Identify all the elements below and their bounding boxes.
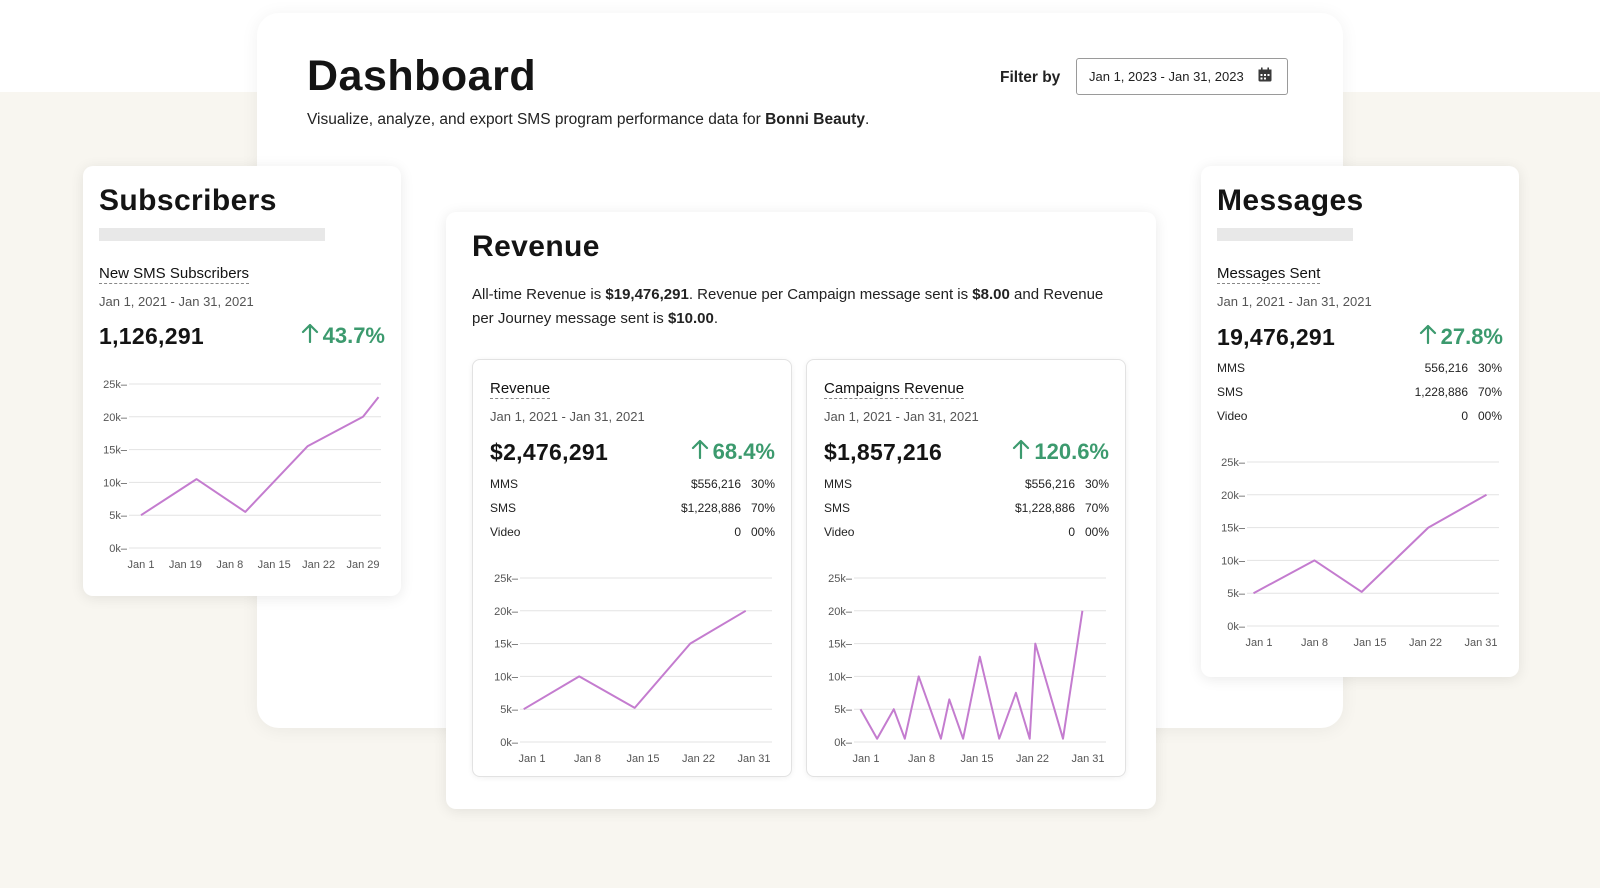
campaigns-breakdown: MMS $556,216 30% SMS $1,228,886 70% Video 0 00…: [824, 472, 1109, 544]
breakdown-row: MMS $556,216 30%: [490, 477, 775, 491]
revenue-chart: 0k– 5k– 10k– 15k– 20k– 25k– Jan 1 Jan 8 Jan 15 Ja…: [494, 573, 772, 765]
date-filter-button[interactable]: Jan 1, 2023 - Jan 31, 2023: [1076, 58, 1288, 95]
x-tick-label: Jan 1: [128, 559, 155, 571]
arrow-up-icon: [1012, 439, 1030, 465]
page-subtitle: Visualize, analyze, and export SMS progr…: [307, 111, 870, 128]
breakdown-row: MMS 556,216 30%: [1217, 361, 1502, 375]
x-tick-label: Jan 1: [1246, 637, 1273, 649]
breakdown-row: Video 0 00%: [490, 525, 775, 539]
campaigns-date-range: Jan 1, 2021 - Jan 31, 2021: [824, 409, 979, 424]
revenue-breakdown: MMS $556,216 30% SMS $1,228,886 70% Video 0 00…: [490, 472, 775, 544]
series-line: [1253, 493, 1487, 595]
page-title: Dashboard: [307, 52, 537, 100]
x-tick-label: Jan 8: [574, 753, 601, 765]
x-tick-label: Jan 22: [1016, 753, 1049, 765]
y-tick-label: 10k–: [103, 477, 128, 489]
breakdown-row: SMS 1,228,886 70%: [1217, 385, 1502, 399]
x-tick-label: Jan 19: [169, 559, 202, 571]
calendar-icon: [1257, 67, 1273, 86]
y-tick-label: 5k–: [500, 704, 519, 716]
y-tick-label: 25k–: [1221, 457, 1246, 469]
y-tick-label: 0k–: [109, 543, 128, 555]
y-tick-label: 15k–: [1221, 523, 1246, 535]
y-tick-label: 0k–: [500, 737, 519, 749]
x-tick-label: Jan 1: [853, 753, 880, 765]
date-filter-value: Jan 1, 2023 - Jan 31, 2023: [1089, 69, 1244, 84]
y-tick-label: 10k–: [494, 671, 519, 683]
arrow-up-icon: [301, 323, 319, 349]
y-tick-label: 5k–: [1227, 588, 1246, 600]
subscribers-delta: 43.7%: [250, 323, 385, 349]
x-tick-label: Jan 1: [519, 753, 546, 765]
y-tick-label: 15k–: [103, 445, 128, 457]
subscribers-value: 1,126,291: [99, 323, 205, 349]
breakdown-row: SMS $1,228,886 70%: [824, 501, 1109, 515]
x-tick-label: Jan 15: [1353, 637, 1386, 649]
y-tick-label: 20k–: [103, 412, 128, 424]
series-line: [859, 610, 1084, 740]
x-tick-label: Jan 15: [626, 753, 659, 765]
messages-breakdown: MMS 556,216 30% SMS 1,228,886 70% Video 0 00%: [1217, 356, 1502, 428]
campaigns-delta: 120.6%: [960, 439, 1109, 465]
y-tick-label: 0k–: [1227, 621, 1246, 633]
x-tick-label: Jan 31: [737, 753, 770, 765]
brand-name: Bonni Beauty: [765, 111, 865, 128]
x-tick-label: Jan 22: [682, 753, 715, 765]
breakdown-row: Video 0 00%: [1217, 409, 1502, 423]
series-line: [140, 396, 380, 517]
x-tick-label: Jan 29: [346, 559, 379, 571]
subscribers-section-title[interactable]: New SMS Subscribers: [99, 265, 250, 284]
x-tick-label: Jan 8: [1301, 637, 1328, 649]
y-tick-label: 25k–: [828, 573, 853, 585]
messages-title: Messages: [1217, 184, 1364, 217]
y-tick-label: 15k–: [494, 639, 519, 651]
x-tick-label: Jan 31: [1071, 753, 1104, 765]
campaigns-chart: 0k– 5k– 10k– 15k– 20k– 25k– Jan 1 Jan 8 Jan 15 Ja…: [828, 573, 1106, 765]
revenue-title: Revenue: [472, 230, 600, 263]
breakdown-row: SMS $1,228,886 70%: [490, 501, 775, 515]
y-tick-label: 25k–: [494, 573, 519, 585]
messages-date-range: Jan 1, 2021 - Jan 31, 2021: [1217, 294, 1372, 309]
campaigns-value: $1,857,216: [824, 439, 943, 465]
breakdown-row: Video 0 00%: [824, 525, 1109, 539]
y-tick-label: 5k–: [834, 704, 853, 716]
y-tick-label: 0k–: [834, 737, 853, 749]
campaigns-section-title[interactable]: Campaigns Revenue: [824, 380, 965, 399]
arrow-up-icon: [691, 439, 709, 465]
y-tick-label: 5k–: [109, 510, 128, 522]
subscribers-chart: 0k– 5k– 10k– 15k– 20k– 25k– Jan 1 Jan 19 Jan 8 Ja…: [103, 379, 381, 571]
subscribers-date-range: Jan 1, 2021 - Jan 31, 2021: [99, 294, 254, 309]
y-tick-label: 10k–: [1221, 555, 1246, 567]
subscribers-title: Subscribers: [99, 184, 277, 217]
messages-chart: 0k– 5k– 10k– 15k– 20k– 25k– Jan 1 Jan 8 Jan 15 Ja…: [1221, 457, 1499, 649]
x-tick-label: Jan 8: [216, 559, 243, 571]
messages-section-title[interactable]: Messages Sent: [1217, 265, 1321, 284]
y-tick-label: 10k–: [828, 671, 853, 683]
series-line: [523, 609, 747, 711]
x-tick-label: Jan 15: [960, 753, 993, 765]
y-tick-label: 25k–: [103, 379, 128, 391]
revenue-summary: All-time Revenue is $19,476,291. Revenue…: [472, 286, 1104, 327]
campaigns-inner-card: [806, 359, 1126, 777]
messages-value: 19,476,291: [1217, 324, 1336, 350]
revenue-delta: 68.4%: [640, 439, 775, 465]
x-tick-label: Jan 22: [1409, 637, 1442, 649]
revenue-value: $2,476,291: [490, 439, 609, 465]
messages-delta: 27.8%: [1367, 324, 1503, 350]
y-tick-label: 20k–: [1221, 490, 1246, 502]
y-tick-label: 20k–: [828, 606, 853, 618]
y-tick-label: 15k–: [828, 639, 853, 651]
x-tick-label: Jan 15: [258, 559, 291, 571]
x-tick-label: Jan 8: [908, 753, 935, 765]
revenue-date-range: Jan 1, 2021 - Jan 31, 2021: [490, 409, 645, 424]
breakdown-row: MMS $556,216 30%: [824, 477, 1109, 491]
subscribers-skeleton: [99, 228, 325, 241]
x-tick-label: Jan 22: [302, 559, 335, 571]
arrow-up-icon: [1419, 324, 1437, 350]
messages-skeleton: [1217, 228, 1353, 241]
y-tick-label: 20k–: [494, 606, 519, 618]
filter-label: Filter by: [1000, 69, 1061, 86]
x-tick-label: Jan 31: [1464, 637, 1497, 649]
revenue-section-title[interactable]: Revenue: [490, 380, 551, 399]
